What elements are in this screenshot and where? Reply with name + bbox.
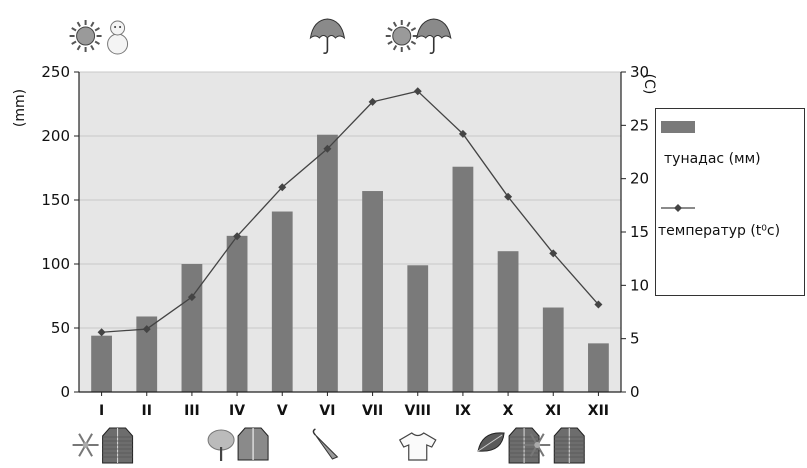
tshirt-icon [398, 432, 437, 461]
left-tick-label: 0 [60, 383, 70, 401]
bar-IX [452, 166, 474, 392]
legend-bar-label: тунадас (мм) [664, 151, 761, 167]
bar-VIII [407, 265, 429, 392]
right-tick-label: 15 [630, 223, 649, 241]
month-label-VI: VI [319, 403, 335, 419]
temperature-point-IX [458, 129, 467, 138]
tree-icon [207, 429, 235, 461]
month-label-VII: VII [362, 403, 383, 419]
month-label-I: I [99, 403, 104, 419]
snowflake-icon [524, 433, 551, 457]
temperature-point-VII [368, 97, 377, 106]
left-tick-label: 100 [41, 255, 70, 273]
month-label-V: V [277, 403, 288, 419]
temperature-point-III [187, 293, 196, 302]
month-label-X: X [503, 403, 514, 419]
temperature-point-XII [594, 300, 603, 309]
temperature-line [97, 87, 603, 337]
weather-icons-top [69, 18, 452, 55]
bar-IV [226, 235, 248, 392]
bar-VII [362, 191, 383, 392]
month-labels: I II III IV V VI VII VIII IX X XI XII [99, 392, 609, 419]
right-tick-label: 10 [630, 276, 649, 294]
bar-V [271, 211, 293, 392]
sun-icon [385, 20, 418, 52]
temperature-point-IV [233, 232, 242, 241]
snowman-icon [107, 20, 129, 55]
left-axis-label: (mm) [12, 89, 28, 127]
bar-I [91, 335, 112, 392]
right-tick-labels: 0 5 10 15 20 25 30 [621, 63, 649, 401]
temperature-point-X [504, 192, 513, 201]
month-label-XI: XI [545, 403, 561, 419]
legend-bar-swatch [661, 121, 695, 133]
left-tick-label: 250 [41, 63, 70, 81]
left-tick-labels: 0 50 100 150 200 250 [41, 63, 79, 401]
month-label-VIII: VIII [405, 403, 431, 419]
right-axis-label: (C) [641, 74, 657, 95]
temperature-point-XI [549, 249, 558, 258]
temperature-point-VIII [413, 87, 422, 96]
leaf-icon [477, 432, 505, 452]
right-tick-label: 20 [630, 170, 649, 188]
bar-XII [588, 343, 609, 392]
closed-umbrella-icon [312, 428, 339, 460]
temperature-polyline [101, 90, 599, 333]
month-label-IV: IV [229, 403, 245, 419]
right-tick-label: 5 [630, 330, 640, 348]
plot-area [79, 72, 621, 392]
month-label-II: II [142, 403, 152, 419]
month-label-III: III [184, 403, 200, 419]
sun-icon [69, 20, 102, 52]
left-tick-label: 150 [41, 191, 70, 209]
right-tick-label: 25 [630, 116, 649, 134]
month-label-XII: XII [588, 403, 609, 419]
left-tick-label: 50 [51, 319, 70, 337]
clothing-icons-bottom [72, 427, 585, 464]
left-tick-label: 200 [41, 127, 70, 145]
grid-lines [79, 71, 621, 329]
legend-line-label: температур (t⁰c) [658, 223, 781, 239]
temperature-point-V [278, 183, 287, 192]
legend: тунадас (мм) температур (t⁰c) [655, 108, 805, 296]
right-tick-label: 30 [630, 63, 649, 81]
temperature-point-VI [323, 144, 332, 153]
bar-XI [542, 307, 564, 392]
right-tick-label: 0 [630, 383, 640, 401]
temperature-point-I [97, 328, 106, 337]
umbrella-icon [309, 18, 346, 54]
month-label-IX: IX [455, 403, 471, 419]
bar-VI [317, 134, 338, 392]
temperature-point-II [142, 325, 151, 334]
bar-III [181, 264, 203, 392]
jacket-icon [237, 427, 269, 461]
coat-icon [102, 427, 134, 464]
umbrella-icon [416, 18, 452, 54]
legend-line-swatch [661, 204, 695, 212]
bar-X [497, 251, 519, 392]
coat-icon [553, 427, 585, 464]
precipitation-bars [91, 134, 609, 392]
bar-II [136, 316, 158, 392]
snowflake-icon [72, 433, 99, 457]
